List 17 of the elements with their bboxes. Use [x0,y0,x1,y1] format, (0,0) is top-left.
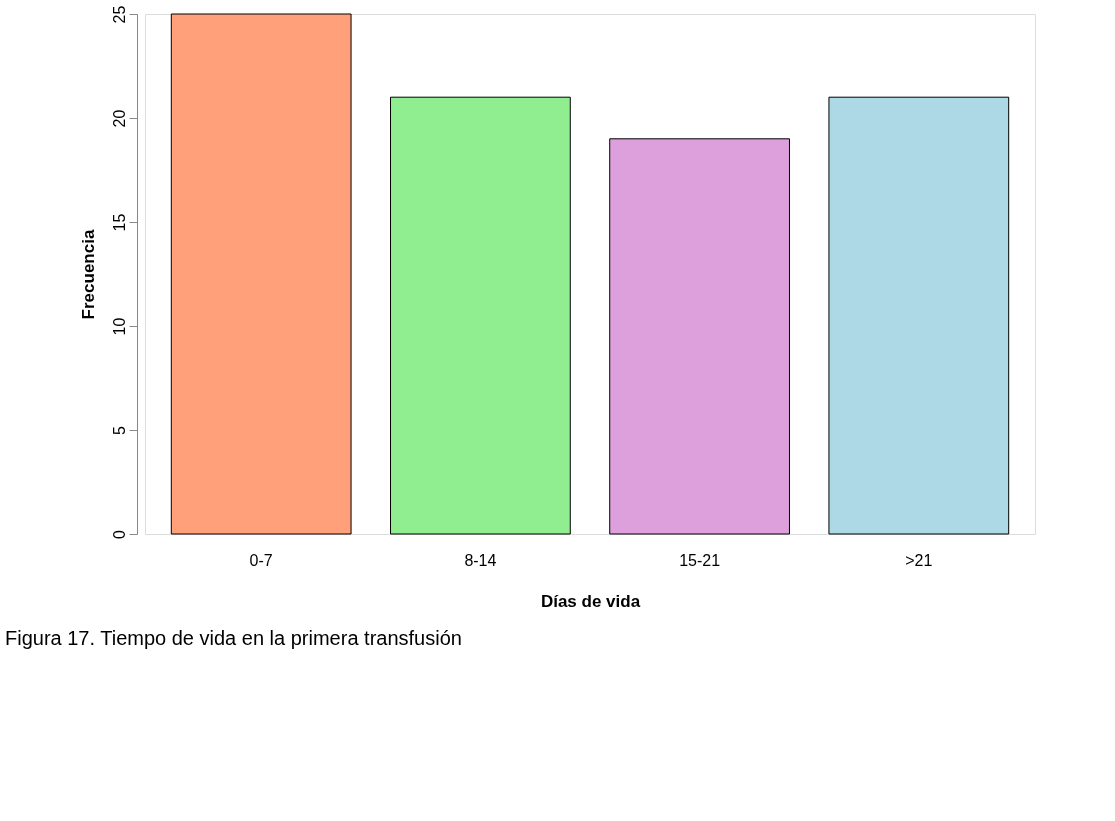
bar [390,96,571,535]
bar [828,96,1010,535]
y-tick-label: 20 [110,109,128,128]
x-tick-label: 0-7 [249,551,273,569]
text: Figura 17. Tiempo de vida en la primera transfusión [5,627,462,649]
y-tick-label: 5 [110,425,128,435]
x-tick-label: 8-14 [464,551,497,569]
bar [609,138,790,535]
y-tick-label: 0 [110,529,128,539]
bar [170,13,352,535]
y-axis-title: Frecuencia [78,229,98,320]
y-tick-label: 15 [110,213,128,232]
x-tick-label: >21 [905,551,933,569]
x-axis-title: Días de vida [540,591,641,611]
x-tick-label: 15-21 [679,551,721,569]
y-tick-label: 10 [110,317,128,336]
y-tick-label: 25 [110,5,128,24]
